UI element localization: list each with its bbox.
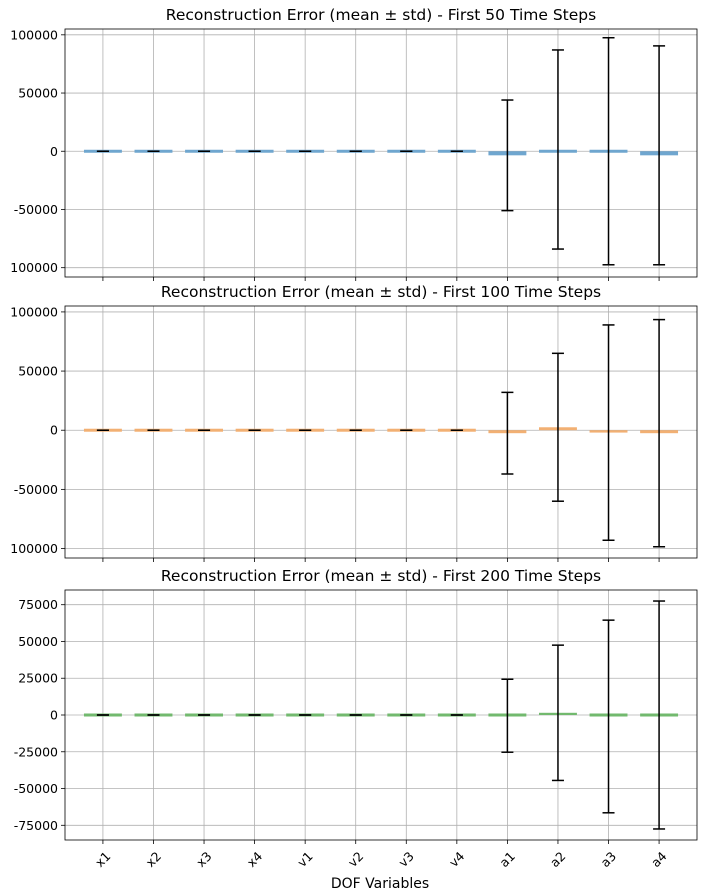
x-tick-label: a4 — [648, 848, 670, 870]
y-tick-label: 100000 — [10, 304, 58, 319]
chart-title: Reconstruction Error (mean ± std) - Firs… — [161, 283, 601, 301]
x-tick-label: v2 — [345, 849, 366, 870]
y-tick-label: -50000 — [14, 781, 58, 796]
y-tick-label: 25000 — [18, 671, 58, 686]
x-axis-label: DOF Variables — [331, 876, 429, 889]
subplot-first-200-steps: Reconstruction Error (mean ± std) - Firs… — [14, 567, 698, 871]
y-tick-label: 100000 — [10, 541, 58, 556]
chart-title: Reconstruction Error (mean ± std) - Firs… — [161, 567, 601, 585]
y-tick-label: 50000 — [18, 364, 58, 379]
x-tick-label: a2 — [547, 849, 569, 871]
y-tick-label: 50000 — [18, 86, 58, 101]
x-tick-label: v1 — [294, 849, 315, 870]
subplot-first-50-steps: Reconstruction Error (mean ± std) - Firs… — [10, 6, 698, 281]
y-tick-label: -50000 — [14, 202, 58, 217]
x-tick-label: v3 — [395, 849, 416, 870]
x-tick-label: x3 — [193, 849, 214, 870]
x-tick-label: a1 — [496, 849, 518, 871]
y-tick-label: 75000 — [18, 597, 58, 612]
y-tick-label: -75000 — [14, 818, 58, 833]
y-tick-label: 0 — [50, 708, 58, 723]
y-tick-label: -25000 — [14, 744, 58, 759]
y-tick-label: 100000 — [10, 27, 58, 42]
x-tick-label: v4 — [446, 848, 467, 869]
y-tick-label: -50000 — [14, 482, 58, 497]
chart-title: Reconstruction Error (mean ± std) - Firs… — [166, 6, 596, 24]
axes-frame — [64, 28, 698, 278]
y-tick-label: 0 — [50, 144, 58, 159]
x-tick-label: x1 — [92, 849, 113, 870]
x-tick-label: x2 — [143, 849, 164, 870]
y-tick-label: 50000 — [18, 634, 58, 649]
x-tick-label: x4 — [244, 848, 265, 869]
y-tick-label: 100000 — [10, 260, 58, 275]
x-tick-label: a3 — [597, 849, 619, 871]
axes-frame — [64, 305, 698, 559]
subplot-first-100-steps: Reconstruction Error (mean ± std) - Firs… — [10, 283, 698, 562]
axes-frame — [64, 589, 698, 841]
y-tick-label: 0 — [50, 423, 58, 438]
